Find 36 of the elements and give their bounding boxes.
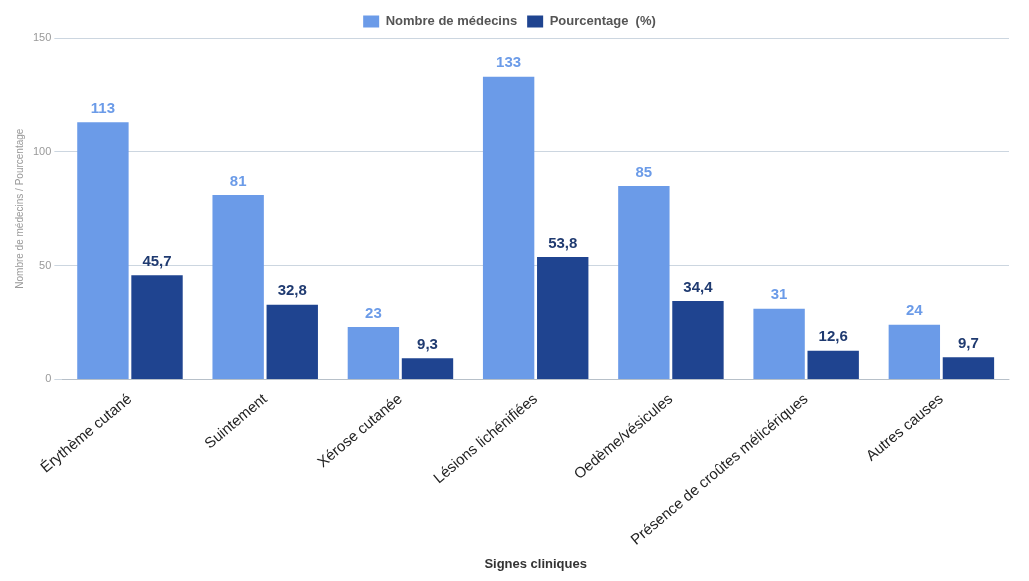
x-axis-title: Signes cliniques [484,555,587,571]
bar [888,324,941,379]
bar [401,358,454,379]
bar [131,275,183,379]
bar [753,308,805,379]
y-tick-label: 0 [45,372,52,385]
bar [347,327,400,379]
bar [807,350,859,379]
data-label: 9,7 [958,333,979,351]
data-label: 133 [496,53,522,71]
bar [266,304,318,379]
y-axis-title: Nombre de médecins / Pourcentage [13,128,25,289]
y-tick-label: 50 [39,258,52,271]
legend-label: Pourcentage (%) [549,13,656,29]
y-tick-label: 100 [32,144,52,157]
bar [672,301,724,379]
data-label: 23 [365,303,382,321]
legend-label: Nombre de médecins [385,13,518,29]
bar [942,357,995,379]
data-label: 85 [635,162,653,180]
data-label: 81 [229,171,247,189]
bar [618,185,670,379]
y-tick-label: 150 [32,31,52,44]
data-label: 113 [90,98,116,116]
data-label: 31 [770,285,788,303]
bar [482,76,535,379]
bar [77,122,129,379]
data-label: 12,6 [818,327,848,345]
bar [537,256,589,379]
data-label: 34,4 [683,277,714,295]
data-label: 32,8 [277,281,307,299]
data-label: 24 [905,301,924,319]
bar [212,195,264,379]
data-label: 9,3 [417,334,438,352]
data-label: 45,7 [142,252,172,270]
data-label: 53,8 [548,233,578,251]
